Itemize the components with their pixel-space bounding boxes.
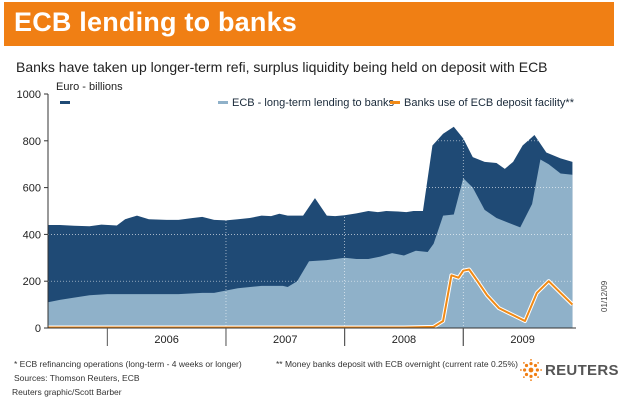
dateline: 01/12/09 (600, 280, 609, 312)
legend-swatch (390, 101, 400, 104)
legend-label: ECB - long-term lending to banks (232, 97, 395, 109)
legend-label: Banks use of ECB deposit facility** (404, 97, 575, 109)
chart-subtitle: Banks have taken up longer-term refi, su… (16, 59, 548, 75)
chart-frame: ECB lending to banks Banks have taken up… (4, 2, 619, 398)
footnote-refinancing: * ECB refinancing operations (long-term … (14, 359, 242, 369)
footnote-sources: Sources: Thomson Reuters, ECB (14, 373, 140, 383)
graphic-credit: Reuters graphic/Scott Barber (12, 387, 122, 397)
x-tick-label: 2006 (154, 334, 178, 346)
chart-title: ECB lending to banks (14, 7, 298, 37)
title-bar: ECB lending to banks (4, 2, 614, 46)
reuters-dots-icon (520, 359, 542, 381)
legend-swatch (218, 101, 228, 104)
chart-plot: 0 200 400 600 800 1000 2006 2007 2008 2009 Euro - … (17, 81, 576, 346)
y-tick-label: 1000 (17, 89, 41, 101)
y-axis-label: Euro - billions (56, 81, 123, 93)
legend-label: ECB - total lending to banks* (74, 97, 215, 109)
y-tick-label: 0 (35, 323, 41, 335)
series-area-long-term-lending (48, 159, 573, 328)
legend-swatch (60, 101, 70, 104)
x-tick-label: 2007 (273, 334, 297, 346)
y-tick-label: 400 (23, 229, 41, 241)
reuters-wordmark: REUTERS (545, 362, 619, 379)
x-tick-label: 2009 (510, 334, 534, 346)
x-tick-label: 2008 (392, 334, 416, 346)
footnote-deposit: ** Money banks deposit with ECB overnigh… (276, 359, 518, 369)
reuters-logo: REUTERS (520, 358, 619, 384)
y-tick-label: 200 (23, 276, 41, 288)
y-tick-label: 800 (23, 136, 41, 148)
y-tick-label: 600 (23, 183, 41, 195)
